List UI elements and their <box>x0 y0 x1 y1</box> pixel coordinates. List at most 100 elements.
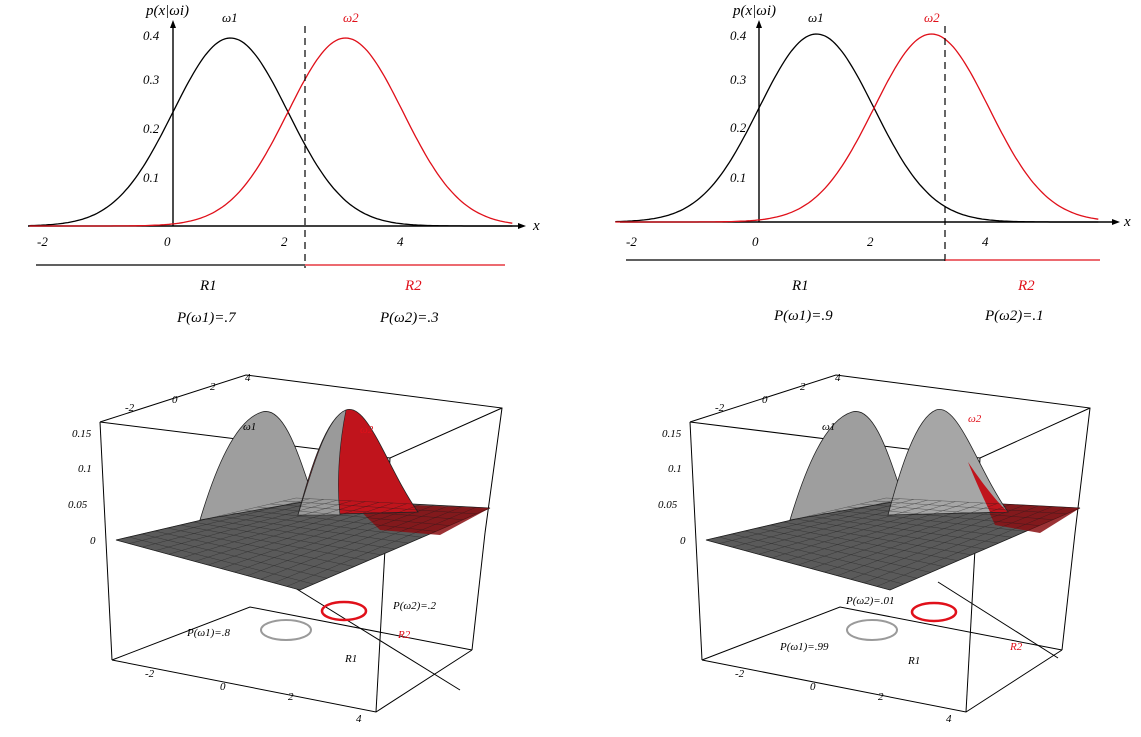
x-axis-arrow <box>1112 219 1120 225</box>
x-tick-label: 4 <box>982 234 989 249</box>
series-w1-label: ω1 <box>222 10 238 25</box>
mesh-line <box>873 500 1067 515</box>
surface-w1-label: ω1 <box>822 421 835 433</box>
x-tick-label: 0 <box>810 681 816 693</box>
y-axis-label: p(x|ωi) <box>732 3 776 19</box>
mesh-line <box>299 507 491 591</box>
z-tick-label: 0.05 <box>658 499 678 511</box>
mesh-line <box>824 504 1011 573</box>
x-tick-label: 0 <box>220 681 226 693</box>
x-tick-label: -2 <box>735 668 745 680</box>
y-tick-label: -2 <box>125 402 135 414</box>
plot-1d-right: x p(x|ωi) -2 0 2 4 0.1 0.2 0.3 0.4 ω1 ω2… <box>615 3 1131 324</box>
prior-w1: P(ω1)=.8 <box>186 627 230 639</box>
y-tick-label: 0 <box>762 394 768 406</box>
mesh-line <box>863 506 1053 584</box>
z-tick-label: 0.1 <box>668 463 682 475</box>
region-r2-label: R2 <box>1009 641 1023 653</box>
mesh-line <box>257 506 450 526</box>
floor-boundary <box>937 581 1059 659</box>
x-tick-label: 2 <box>288 691 294 703</box>
mesh-line <box>889 507 1081 591</box>
y-tick-label: 0.2 <box>730 120 747 135</box>
contour-w2 <box>910 601 958 623</box>
mesh-line <box>885 497 1081 509</box>
mesh-line <box>860 503 1053 520</box>
z-tick-label: 0 <box>90 535 96 547</box>
y-tick-label: 0.2 <box>143 121 160 136</box>
prior-w1: P(ω1)=.99 <box>779 641 829 653</box>
surface-w2-label: ω2 <box>968 413 982 425</box>
series-w2-curve <box>29 37 513 227</box>
floor-edge <box>111 606 473 661</box>
peak-w2 <box>887 409 1009 516</box>
y-tick-label: 4 <box>245 372 251 384</box>
floor-edge <box>701 606 1063 661</box>
region-r2-label: R2 <box>404 278 422 294</box>
x-tick-label: -2 <box>626 234 637 249</box>
mesh-line <box>207 502 394 566</box>
y-tick-label: 0.1 <box>730 170 746 185</box>
y-axis-arrow <box>756 20 762 28</box>
peak-w1 <box>199 411 315 521</box>
y-tick-label: 0 <box>172 394 178 406</box>
plot-1d-left: x p(x|ωi) -2 0 2 4 0.1 0.2 0.3 0.4 ω1 ω2… <box>28 3 540 326</box>
region-r2-label: R2 <box>397 629 411 641</box>
x-axis-label: x <box>532 218 540 234</box>
mesh-line <box>270 503 463 520</box>
mesh-line <box>260 505 449 580</box>
y-tick-label: 0.4 <box>730 28 747 43</box>
x-tick-label: -2 <box>37 234 48 249</box>
floor-boundary <box>286 582 461 691</box>
y-tick-label: 2 <box>800 381 806 393</box>
mesh-line <box>847 506 1040 526</box>
z-tick-label: 0.05 <box>68 499 88 511</box>
z-tick-label: 0.1 <box>78 463 92 475</box>
mesh-line <box>811 503 997 569</box>
mesh-line <box>231 512 423 538</box>
mesh-line <box>295 497 491 509</box>
mesh-line <box>286 507 477 587</box>
box-edge <box>99 407 503 459</box>
peak-w2-gray <box>297 409 347 516</box>
mesh-line <box>797 502 984 566</box>
mesh-line <box>244 509 436 532</box>
x-tick-label: 4 <box>356 713 362 725</box>
x-tick-label: 4 <box>946 713 952 725</box>
box-edge <box>99 421 113 661</box>
y-tick-label: 4 <box>835 372 841 384</box>
mesh-line <box>837 504 1025 576</box>
surface-w1-label: ω1 <box>243 421 256 433</box>
contour-w2 <box>320 600 368 622</box>
x-tick-label: 4 <box>397 234 404 249</box>
contour-w1 <box>260 619 312 641</box>
mesh-line <box>850 505 1039 580</box>
mesh-line <box>247 504 435 576</box>
plot-3d-left: 0.15 0.1 0.05 0 -2 0 2 4 -2 0 2 4 ω1 ω2 … <box>68 372 503 725</box>
prior-w2: P(ω2)=.3 <box>379 310 439 326</box>
mesh-line <box>221 503 407 569</box>
peak-w2-red-edge <box>968 462 1008 512</box>
x-tick-label: 2 <box>281 234 288 249</box>
x-tick-label: -2 <box>145 668 155 680</box>
mesh-line <box>834 509 1026 532</box>
mesh-line <box>283 500 477 515</box>
x-tick-label: 2 <box>878 691 884 703</box>
x-tick-label: 2 <box>867 234 874 249</box>
mesh-line <box>821 512 1013 538</box>
contour-w1 <box>846 619 898 641</box>
box-edge <box>471 532 486 651</box>
prior-w2: P(ω2)=.2 <box>392 600 436 612</box>
series-w2-label: ω2 <box>343 10 359 25</box>
z-tick-label: 0.15 <box>662 428 682 440</box>
mesh-line <box>808 515 999 544</box>
series-w1-curve <box>29 37 513 227</box>
mesh-line <box>876 507 1067 587</box>
region-r1-label: R1 <box>199 278 217 294</box>
box-edge <box>689 374 1091 534</box>
region-r2-label: R2 <box>1017 278 1035 294</box>
box-edge <box>111 649 473 713</box>
prior-w2: P(ω2)=.1 <box>984 308 1044 324</box>
y-tick-label: 0.1 <box>143 170 159 185</box>
z-tick-label: 0.15 <box>72 428 92 440</box>
